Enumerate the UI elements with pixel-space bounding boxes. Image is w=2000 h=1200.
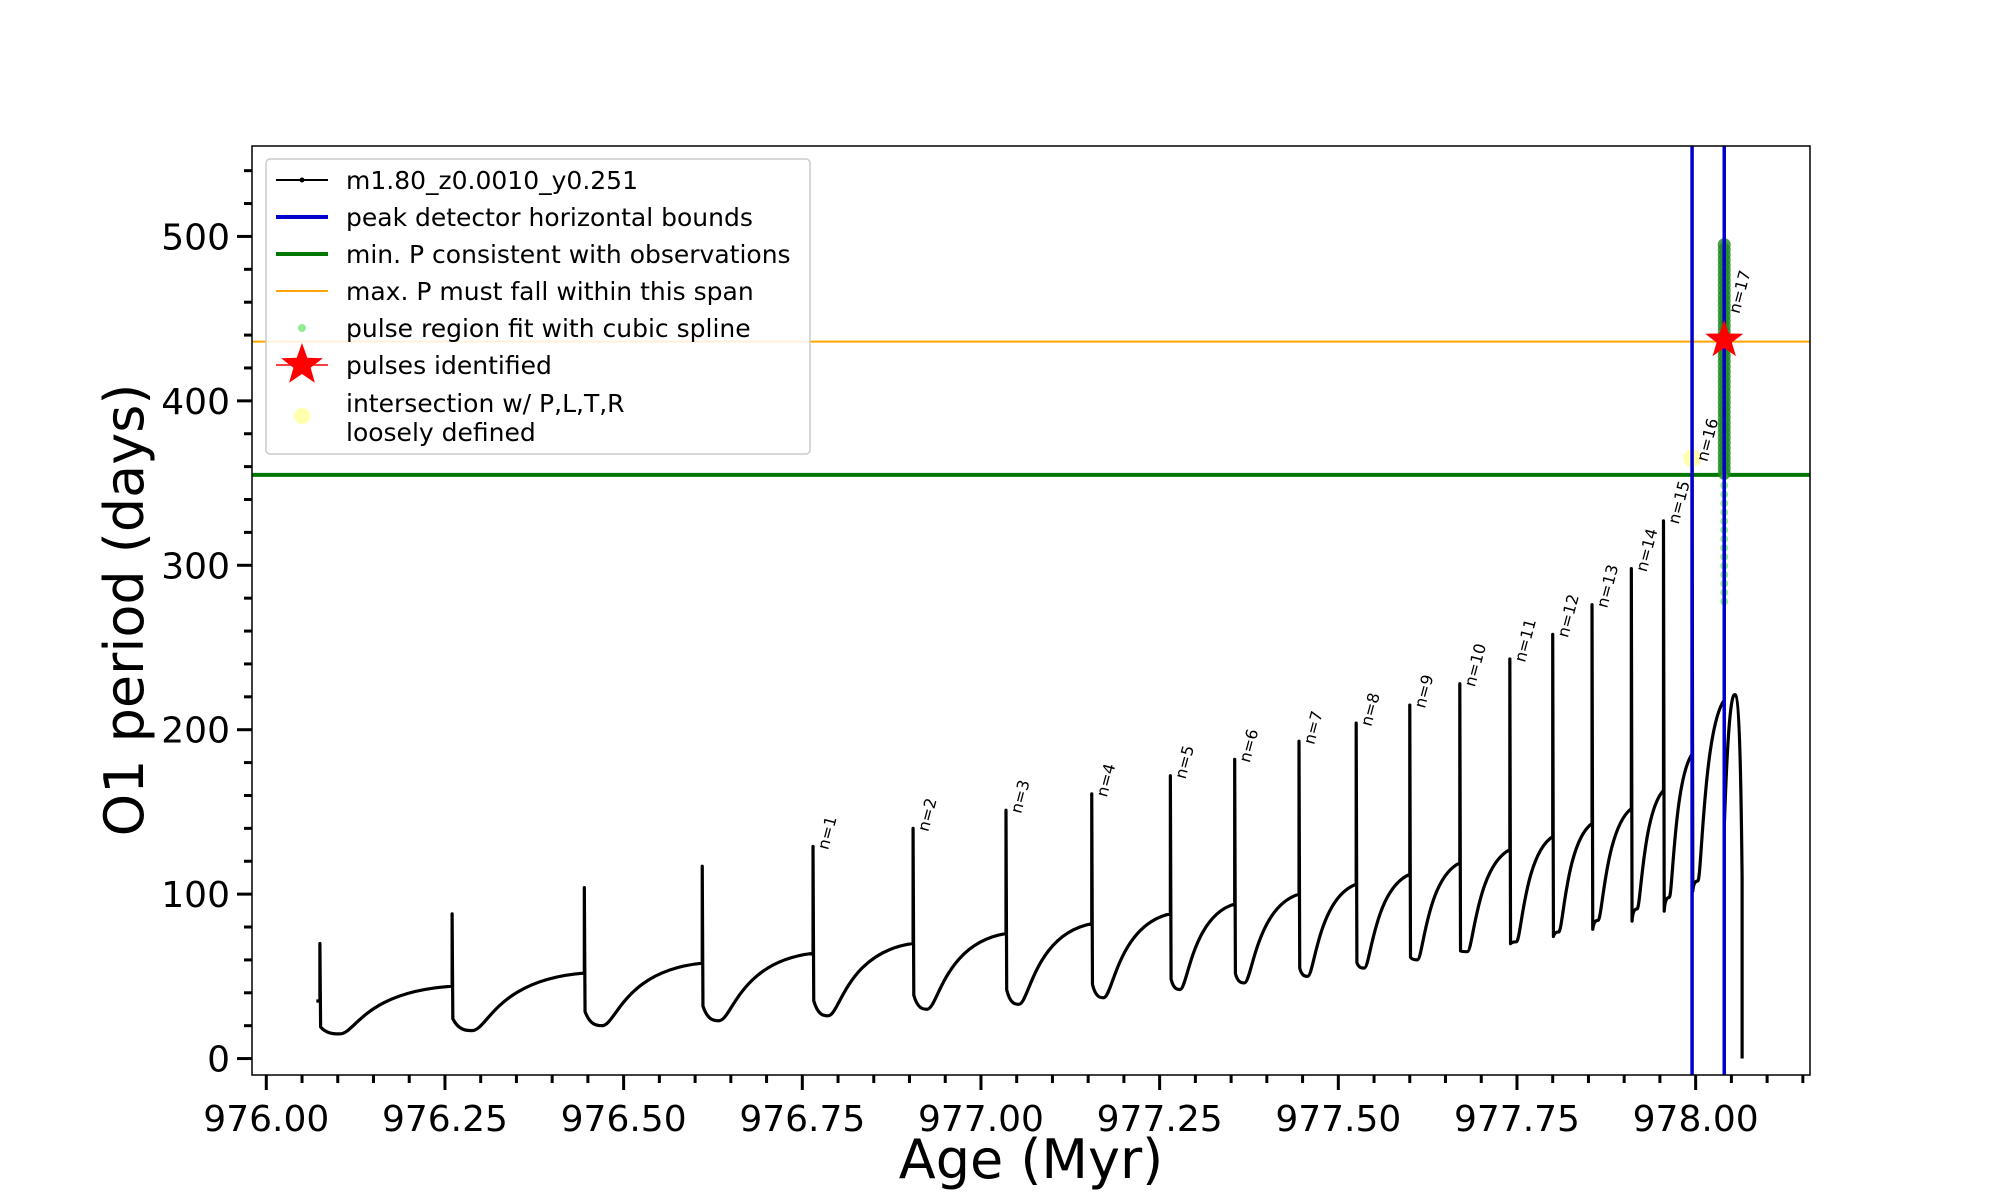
y-tick-label: 100: [161, 875, 230, 916]
x-tick-label: 977.25: [1097, 1099, 1223, 1140]
legend-label-line2: loosely defined: [346, 418, 536, 447]
y-tick-label: 200: [161, 711, 230, 752]
x-tick-label: 976.50: [561, 1099, 687, 1140]
x-tick-label: 976.75: [739, 1099, 865, 1140]
axes: 976.00 976.25 976.50 976.75 977.00 977.25 977.…: [161, 169, 1805, 1140]
legend-swatch-star: [281, 343, 323, 383]
legend-label: intersection w/ P,L,T,R: [346, 389, 625, 418]
y-tick-label: 400: [161, 382, 230, 423]
y-tick-label: 0: [207, 1040, 230, 1081]
main-series-line: [316, 243, 1744, 1059]
legend-box: [265, 158, 811, 455]
plot-frame: [251, 145, 1811, 1076]
y-tick-label: 300: [161, 546, 230, 587]
pulse-identified-star: [1705, 320, 1744, 357]
x-tick-label: 977.50: [1275, 1099, 1401, 1140]
legend-swatch-dot: [299, 177, 305, 183]
y-tick-label: 500: [161, 217, 230, 258]
x-axis-label: Age (Myr): [899, 1128, 1164, 1191]
legend-label: min. P consistent with observations: [346, 240, 791, 269]
legend-label: pulse region fit with cubic spline: [346, 314, 751, 343]
legend-label: max. P must fall within this span: [346, 277, 754, 306]
x-tick-label: 976.00: [203, 1099, 329, 1140]
x-tick-label: 977.00: [918, 1099, 1044, 1140]
x-tick-label: 976.25: [382, 1099, 508, 1140]
x-tick-label: 977.75: [1454, 1099, 1580, 1140]
legend-label: m1.80_z0.0010_y0.251: [346, 166, 638, 195]
plot-area: n=1 n=2 n=3 n=4 n=5 n=6 n=7 n=8 n=9n=10n=11n=12n…: [252, 146, 1810, 1075]
legend-label: pulses identified: [346, 351, 552, 380]
legend-swatch-circle: [294, 408, 310, 424]
x-tick-label: 978.00: [1633, 1099, 1759, 1140]
y-axis-label: O1 period (days): [93, 384, 156, 837]
legend-label: peak detector horizontal bounds: [346, 203, 753, 232]
legend-swatch-dot: [298, 324, 306, 332]
